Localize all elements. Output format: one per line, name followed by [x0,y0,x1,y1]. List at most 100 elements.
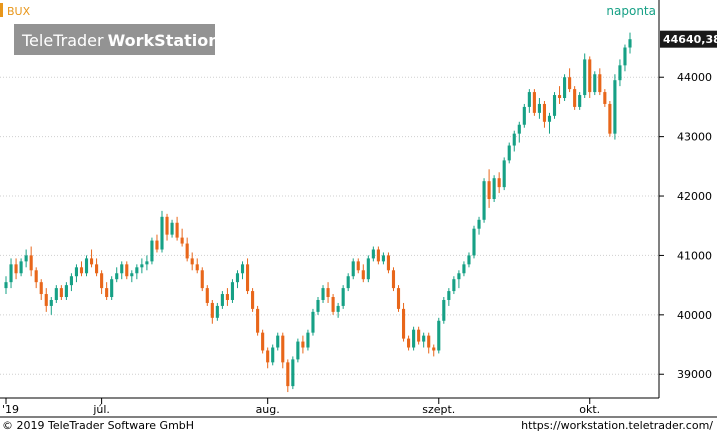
candle-body [462,264,466,274]
candle-body [417,329,421,342]
candle-body [316,299,320,312]
candle-body [381,255,385,262]
candle-body [583,59,587,96]
instrument-label: BUX [7,5,31,18]
candle-body [376,249,380,262]
interval-label: naponta [606,4,656,18]
candle-body [608,103,612,134]
candle-body [24,255,28,262]
candle-body [170,222,174,235]
candle-body [120,264,124,274]
candle-body [140,264,144,268]
candle-body [391,270,396,289]
candle-body [346,276,350,289]
candle-body [331,297,335,312]
candle-body [49,299,53,306]
candle-body [527,92,531,107]
candle-body [130,273,134,277]
candle-body [512,133,516,146]
candle-body [547,115,552,122]
watermark-brand-bold: WorkStation [108,31,220,50]
footer-url-link[interactable]: https://workstation.teletrader.com/ [521,419,713,432]
candle-body [598,74,602,93]
candle-body [185,243,189,259]
candle-body [155,240,159,250]
candle-body [64,285,68,298]
x-tick-label: '19 [2,403,19,416]
candle-body [603,92,607,104]
candle-body [281,335,285,363]
candle-body [135,267,139,274]
candle-body [588,59,592,93]
candle-body [195,264,199,271]
candle-body [165,216,169,235]
grid-lines [0,76,659,375]
candle-body [432,347,436,351]
candle-body [256,308,260,333]
candle-body [472,228,476,256]
watermark-text: TeleTrader WorkStation [21,31,220,50]
candle-body [84,258,89,274]
x-tick-label: okt. [579,403,600,416]
candle-body [502,160,506,188]
candle-body [59,288,63,298]
candle-body [537,103,541,113]
watermark-brand-light: TeleTrader [21,31,104,50]
candle-body [286,362,290,387]
candle-body [240,264,245,274]
candle-body [160,216,164,250]
candle-body [482,181,486,220]
candle-body [29,255,33,271]
y-axis-ticks: 39000 40000 41000 42000 43000 44000 [659,71,712,381]
candle-body [563,77,567,99]
y-tick-label: 40000 [677,309,712,322]
candle-body [477,219,481,229]
candle-body [105,288,109,298]
candle-series [4,32,632,393]
candle-body [220,294,224,306]
candle-body [225,294,229,300]
candle-body [175,222,179,238]
candle-body [578,95,582,107]
y-tick-label: 41000 [677,249,712,262]
footer-copyright: © 2019 TeleTrader Software GmbH [2,419,195,432]
candle-body [296,341,300,360]
candle-body [245,264,250,292]
candle-body [210,302,214,318]
candle-body [522,106,526,125]
candle-body [89,258,94,265]
candle-body [200,270,204,289]
candle-body [115,273,119,280]
candle-body [386,255,391,271]
candle-body [251,291,255,309]
candle-body [356,261,360,271]
candle-body [557,95,562,99]
candle-body [291,359,295,387]
candle-body [230,282,235,300]
candle-body [412,329,416,348]
candle-body [205,288,209,303]
y-tick-label: 39000 [677,368,712,381]
candle-body [497,178,501,188]
candle-body [54,288,58,300]
candle-body [618,65,622,81]
candle-body [150,240,154,262]
candle-body [492,178,496,199]
instrument-marker [0,3,3,17]
candle-body [487,181,491,199]
candle-body [623,47,627,66]
x-tick-label: aug. [256,403,280,416]
candle-body [507,145,511,161]
x-tick-label: szept. [422,403,455,416]
candle-body [407,338,411,348]
candle-body [321,288,325,300]
y-tick-label: 43000 [677,131,712,144]
candle-body [552,95,557,116]
candle-body [326,288,330,298]
candle-body [110,279,114,298]
candle-body [271,347,275,363]
candle-body [19,261,23,274]
candle-body [261,332,265,351]
